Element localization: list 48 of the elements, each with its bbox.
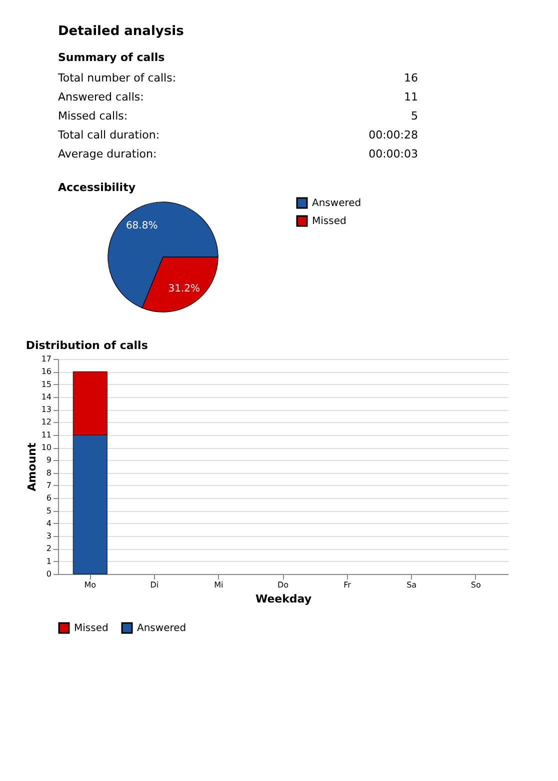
y-tick-label: 1	[46, 556, 52, 566]
x-tick-label: Di	[150, 580, 159, 590]
y-tick-label: 10	[41, 443, 52, 452]
chart-title: Distribution of calls	[26, 339, 148, 352]
chart-title: Accessibility	[58, 181, 136, 194]
text: Total number of calls:	[57, 72, 176, 84]
text: 11	[404, 90, 418, 104]
legend-label: Missed	[312, 216, 346, 227]
y-tick-label: 9	[46, 456, 52, 465]
y-tick-label: 0	[46, 570, 52, 578]
y-tick-label: 2	[46, 544, 52, 554]
y-tick-label: 5	[46, 506, 52, 516]
text: 00:00:03	[368, 148, 418, 160]
legend-label: Answered	[312, 198, 362, 209]
y-tick-label: 14	[41, 392, 52, 402]
text: Missed calls:	[58, 110, 128, 122]
x-tick-label: Fr	[344, 580, 352, 590]
y-tick-label: 16	[41, 367, 52, 376]
text: 5	[411, 110, 418, 122]
x-tick-label: So	[470, 580, 481, 590]
text: Average duration:	[58, 148, 157, 160]
y-tick-label: 3	[46, 532, 52, 541]
y-tick-label: 11	[41, 430, 52, 440]
y-tick-label: 17	[41, 354, 52, 364]
data-label: 31.2%	[168, 284, 200, 295]
y-tick-label: 6	[46, 494, 52, 503]
text: 00:00:28	[368, 128, 418, 142]
x-tick-label: Mi	[214, 580, 224, 590]
y-tick-label: 4	[46, 518, 52, 528]
text: Summary of calls	[58, 51, 166, 64]
x-axis-title: Weekday	[255, 592, 312, 606]
y-tick-label: 12	[41, 418, 52, 427]
text: Total call duration:	[57, 128, 160, 142]
legend-label: Missed	[74, 623, 108, 634]
text: Answered calls:	[58, 90, 144, 104]
y-tick-label: 15	[41, 380, 52, 389]
text: Detailed analysis	[58, 24, 184, 39]
text: 16	[404, 72, 418, 84]
y-tick-label: 7	[46, 480, 52, 490]
legend-label: Answered	[137, 623, 186, 634]
data-label: 68.8%	[126, 220, 158, 232]
y-tick-label: 13	[41, 405, 52, 414]
x-tick-label: Mo	[84, 580, 96, 590]
x-tick-label: Do	[277, 580, 289, 590]
y-tick-label: 8	[46, 468, 52, 478]
x-tick-label: Sa	[406, 580, 417, 590]
y-axis-title: Amount	[25, 442, 38, 492]
pie-slice	[108, 202, 218, 308]
